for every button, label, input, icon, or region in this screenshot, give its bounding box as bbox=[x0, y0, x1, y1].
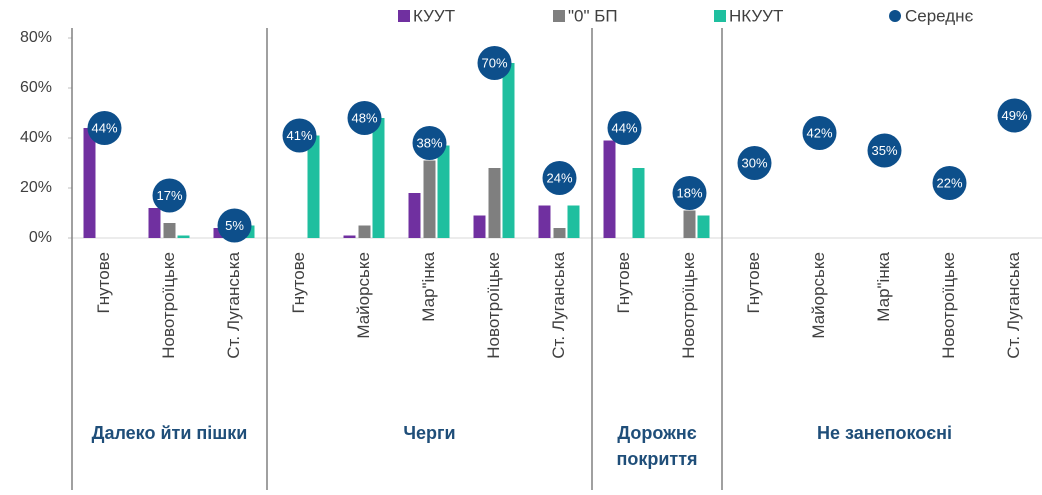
y-tick-label: 60% bbox=[20, 79, 52, 96]
y-tick-label: 40% bbox=[20, 129, 52, 146]
legend-marker bbox=[889, 10, 901, 22]
bar bbox=[163, 223, 176, 238]
average-dot bbox=[607, 111, 642, 145]
bar bbox=[603, 140, 616, 238]
data-label: 24% bbox=[546, 170, 572, 185]
bar bbox=[437, 145, 450, 238]
data-label: 22% bbox=[936, 175, 962, 190]
bar bbox=[683, 210, 696, 238]
group-label: Дорожнє покриття bbox=[616, 423, 698, 469]
data-label: 48% bbox=[351, 110, 377, 125]
legend-marker bbox=[553, 10, 565, 22]
average-dot bbox=[997, 98, 1032, 133]
average-dot bbox=[672, 176, 707, 210]
data-label: 17% bbox=[156, 188, 182, 203]
average-dot bbox=[932, 166, 967, 200]
average-dot bbox=[282, 118, 317, 153]
legend-label: КУУТ bbox=[413, 6, 455, 25]
data-label: 35% bbox=[871, 143, 897, 158]
data-label: 18% bbox=[676, 185, 702, 200]
bar bbox=[83, 128, 96, 238]
x-tick-label: Гнутове bbox=[614, 252, 633, 313]
x-tick-label: Мар"інка bbox=[419, 251, 438, 321]
legend-label: "0" БП bbox=[568, 6, 618, 25]
x-tick-label: Ст. Луганська bbox=[1004, 251, 1023, 358]
average-dot bbox=[217, 208, 252, 243]
bar bbox=[538, 205, 551, 238]
bar bbox=[553, 228, 566, 238]
y-tick-label: 80% bbox=[20, 29, 52, 46]
bar bbox=[372, 118, 385, 238]
data-label: 49% bbox=[1001, 108, 1027, 123]
bar bbox=[358, 225, 371, 238]
bar bbox=[307, 135, 320, 238]
bar bbox=[177, 235, 190, 238]
x-tick-label: Мар"інка bbox=[874, 251, 893, 321]
group-label: Черги bbox=[403, 423, 456, 443]
data-label: 70% bbox=[481, 55, 507, 70]
legend-marker bbox=[398, 10, 410, 22]
average-dot bbox=[412, 126, 447, 160]
x-tick-label: Майорське bbox=[354, 252, 373, 339]
x-tick-label: Ст. Луганська bbox=[549, 251, 568, 358]
bar bbox=[148, 208, 161, 238]
x-tick-label: Гнутове bbox=[744, 252, 763, 313]
x-tick-label: Ст. Луганська bbox=[224, 251, 243, 358]
bar bbox=[567, 205, 580, 238]
data-label: 38% bbox=[416, 135, 442, 150]
x-tick-label: Новотроїцьке bbox=[679, 252, 698, 359]
x-tick-label: Новотроїцьке bbox=[159, 252, 178, 359]
bar bbox=[488, 168, 501, 238]
x-tick-label: Новотроїцьке bbox=[939, 252, 958, 359]
average-dot bbox=[87, 111, 122, 145]
group-label: Не занепокоєні bbox=[816, 423, 953, 443]
data-label: 30% bbox=[741, 155, 767, 170]
average-dot bbox=[737, 146, 772, 180]
group-label: Далеко йти пішки bbox=[91, 423, 248, 443]
x-tick-label: Гнутове bbox=[289, 252, 308, 313]
data-label: 41% bbox=[286, 128, 312, 143]
bar bbox=[502, 63, 515, 238]
bar bbox=[697, 215, 710, 238]
bar bbox=[408, 193, 421, 238]
bar bbox=[473, 215, 486, 238]
bar bbox=[343, 235, 356, 238]
data-label: 44% bbox=[91, 120, 117, 135]
average-dot bbox=[867, 133, 902, 168]
y-tick-label: 0% bbox=[29, 229, 52, 246]
y-tick-label: 20% bbox=[20, 179, 52, 196]
average-dot bbox=[802, 116, 837, 150]
data-label: 42% bbox=[806, 125, 832, 140]
legend-label: НКУУТ bbox=[729, 6, 783, 25]
bar bbox=[632, 168, 645, 238]
data-label: 5% bbox=[225, 218, 244, 233]
average-dot bbox=[542, 161, 577, 195]
average-dot bbox=[347, 101, 382, 135]
bar bbox=[423, 160, 436, 238]
data-label: 44% bbox=[611, 120, 637, 135]
x-tick-label: Майорське bbox=[809, 252, 828, 339]
legend-marker bbox=[714, 10, 726, 22]
average-dot bbox=[152, 178, 187, 213]
x-tick-label: Новотроїцьке bbox=[484, 252, 503, 359]
legend-label: Середнє bbox=[905, 6, 974, 25]
average-dot bbox=[477, 46, 512, 80]
x-tick-label: Гнутове bbox=[94, 252, 113, 313]
